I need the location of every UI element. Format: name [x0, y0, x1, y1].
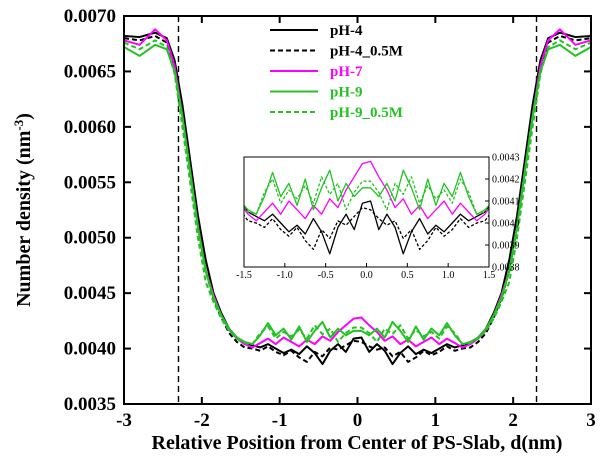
x-axis-title: Relative Position from Center of PS-Slab…: [152, 432, 563, 454]
inset-x-tick-label: 1.0: [442, 270, 455, 281]
inset-x-tick-label: -1.5: [236, 270, 252, 281]
y-tick-label: 0.0060: [64, 117, 116, 138]
inset-x-tick-label: 0.0: [360, 270, 373, 281]
legend-label-ph-4: pH-4: [330, 23, 363, 39]
inset-x-tick-label: -0.5: [318, 270, 334, 281]
y-axis-title-sup: -3: [11, 119, 26, 130]
inset: -1.5 -1.0 -0.5 0.0 0.5 1.0 1.50.00380.00390.00…: [236, 153, 519, 282]
y-tick-labels: 0.0035 0.0040 0.0045 0.0050 0.0055 0.0060 0.00…: [64, 6, 116, 415]
x-tick-label: -2: [194, 410, 210, 431]
inset-y-tick-label: 0.0042: [492, 175, 520, 186]
x-tick-labels: -3 -2 -1 0 1 2 3: [116, 410, 596, 431]
inset-y-tick-label: 0.0039: [492, 241, 520, 252]
y-tick-label: 0.0055: [64, 172, 116, 193]
legend-label-ph-9-0-5m: pH-9_0.5M: [330, 105, 403, 121]
inset-y-tick-label: 0.0038: [492, 263, 520, 274]
x-tick-label: -3: [116, 410, 132, 431]
y-tick-label: 0.0040: [64, 339, 116, 360]
legend-label-ph-4-0-5m: pH-4_0.5M: [330, 44, 403, 60]
y-tick-label: 0.0035: [64, 394, 116, 415]
inset-x-tick-label: 0.5: [401, 270, 414, 281]
y-tick-label: 0.0070: [64, 6, 116, 27]
y-tick-label: 0.0045: [64, 283, 116, 304]
y-axis-title: Number density (nm-3): [11, 113, 35, 307]
legend-label-ph-7: pH-7: [330, 64, 363, 80]
y-axis-title-main: Number density (nm: [13, 130, 35, 307]
inset-y-tick-label: 0.0043: [492, 153, 520, 164]
x-tick-label: 0: [353, 410, 363, 431]
inset-y-tick-label: 0.0041: [492, 197, 520, 208]
inset-y-tick-label: 0.0040: [492, 219, 520, 230]
x-tick-label: 3: [586, 410, 596, 431]
y-tick-label: 0.0050: [64, 228, 116, 249]
inset-background: [244, 157, 489, 267]
x-tick-label: -1: [272, 410, 288, 431]
y-axis-title-close: ): [13, 113, 35, 120]
inset-x-tick-label: -1.0: [277, 270, 293, 281]
x-tick-label: 2: [508, 410, 518, 431]
x-tick-label: 1: [431, 410, 441, 431]
legend-label-ph-9: pH-9: [330, 85, 363, 101]
y-tick-label: 0.0065: [64, 61, 116, 82]
legend: pH-4 pH-4_0.5M pH-7 pH-9 pH-9_0.5M: [270, 23, 403, 121]
